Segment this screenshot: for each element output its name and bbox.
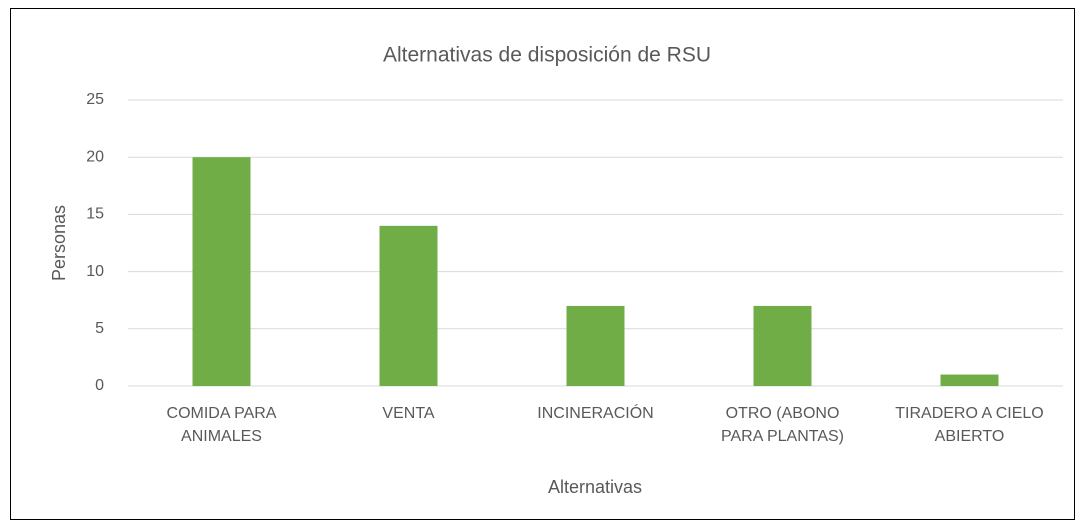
x-tick-label: VENTA (382, 405, 435, 422)
x-tick-label: TIRADERO A CIELO ABIERTO (895, 405, 1044, 445)
chart-title: Alternativas de disposición de RSU (383, 44, 711, 67)
x-tick-label: OTRO (ABONO PARA PLANTAS) (721, 405, 844, 445)
y-tick-label: 10 (86, 263, 104, 280)
chart-border (10, 8, 1075, 520)
y-tick-label: 15 (86, 206, 104, 223)
y-tick-label: 0 (95, 377, 104, 394)
y-tick-label: 5 (95, 320, 104, 337)
bar (192, 157, 251, 386)
x-axis-title: Alternativas (548, 477, 642, 497)
bar (940, 374, 999, 386)
x-tick-label: COMIDA PARA ANIMALES (166, 405, 277, 445)
y-tick-label: 25 (86, 91, 104, 108)
bar (379, 225, 438, 386)
y-axis-title: Personas (49, 205, 69, 281)
bar (753, 305, 812, 386)
x-tick-label: INCINERACIÓN (537, 405, 654, 422)
bar (566, 305, 625, 386)
y-tick-label: 20 (86, 148, 104, 165)
